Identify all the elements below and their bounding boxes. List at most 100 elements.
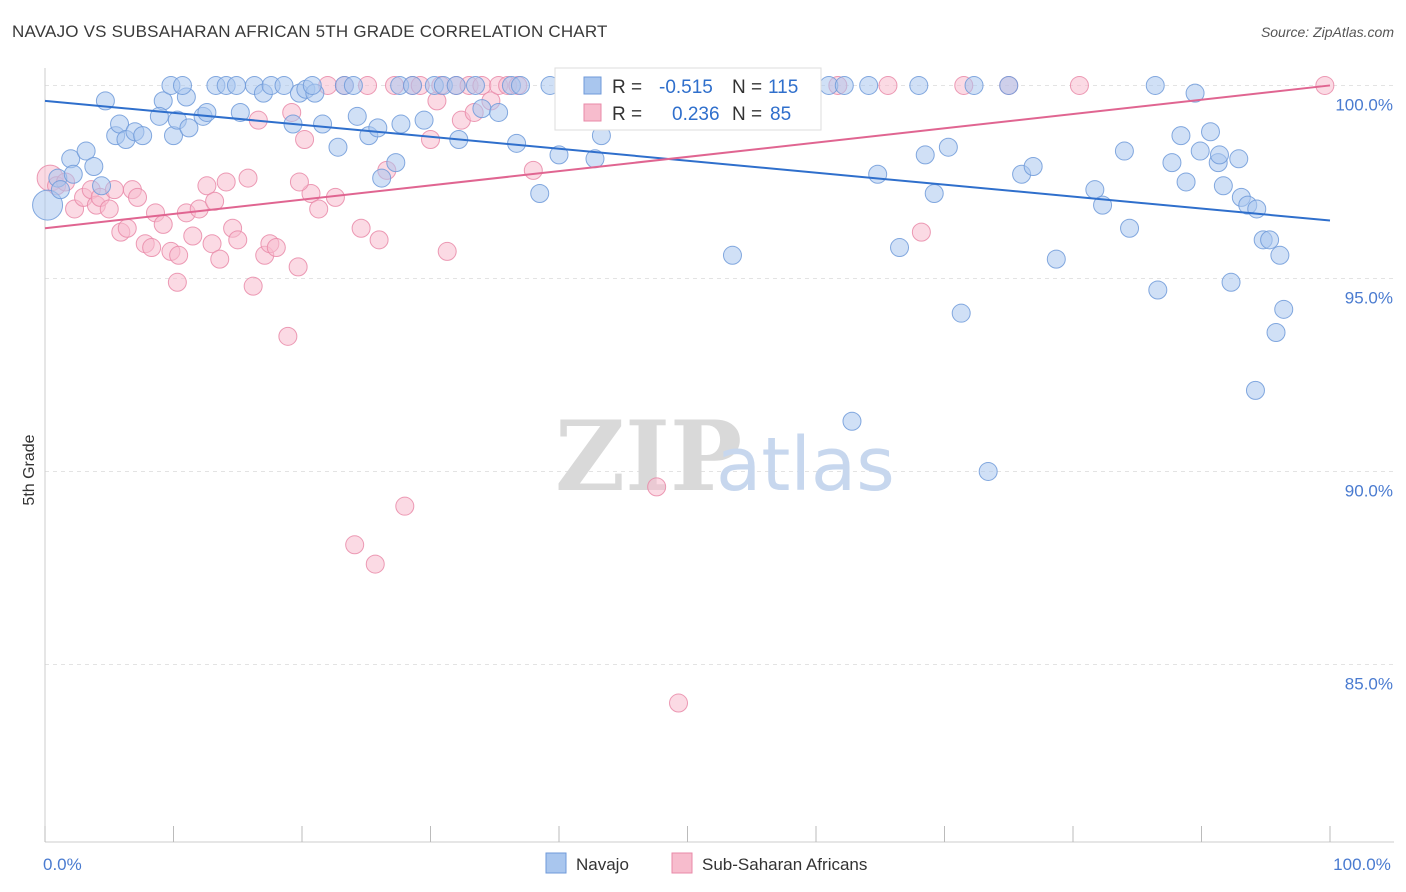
- x-tick-label-1: 100.0%: [1333, 855, 1391, 874]
- legend-navajo-swatch: [545, 852, 567, 874]
- point-navajo-90: [999, 75, 1019, 95]
- point-navajo-87: [951, 303, 971, 323]
- point-navajo-23: [197, 102, 217, 122]
- point-navajo-88: [964, 75, 984, 95]
- point-navajo-78: [834, 75, 854, 95]
- point-navajo-79: [859, 75, 879, 95]
- y-tick-label-0: 100.0%: [1335, 95, 1393, 114]
- point-ssa-38: [288, 257, 308, 277]
- x-tick-label-0: 0.0%: [43, 855, 82, 874]
- point-ssa-36: [278, 326, 298, 346]
- point-navajo-109: [1229, 149, 1249, 169]
- point-navajo-92: [1023, 157, 1043, 176]
- point-navajo-82: [890, 238, 910, 258]
- point-navajo-41: [347, 106, 367, 126]
- point-navajo-45: [386, 153, 406, 173]
- point-navajo-36: [302, 75, 322, 95]
- point-navajo-43: [368, 118, 388, 138]
- point-ssa-15: [142, 238, 162, 258]
- point-navajo-99: [1148, 280, 1168, 300]
- point-navajo-114: [1245, 380, 1265, 400]
- watermark-atlas: atlas: [716, 422, 895, 508]
- point-navajo-102: [1176, 172, 1196, 192]
- stats-navajo-n-value: 115: [768, 77, 798, 98]
- point-ssa-45: [345, 535, 365, 555]
- point-navajo-20: [179, 118, 199, 138]
- y-axis-label: 5th Grade: [21, 434, 38, 505]
- point-ssa-23: [189, 199, 209, 219]
- point-navajo-97: [1120, 218, 1140, 238]
- point-navajo-86: [938, 137, 958, 157]
- point-navajo-13: [133, 126, 153, 146]
- y-tick-label-2: 90.0%: [1345, 481, 1393, 500]
- point-ssa-67: [523, 160, 543, 180]
- point-ssa-55: [421, 129, 440, 149]
- point-navajo-2: [50, 180, 70, 200]
- stats-navajo-r-label: R =: [612, 77, 642, 98]
- point-navajo-44: [372, 168, 392, 188]
- point-ssa-20: [169, 245, 189, 265]
- point-ssa-52: [395, 496, 415, 516]
- point-ssa-19: [167, 272, 187, 292]
- point-ssa-22: [183, 226, 203, 246]
- point-navajo-31: [274, 75, 294, 95]
- point-navajo-0: [32, 189, 64, 221]
- point-navajo-38: [328, 137, 348, 157]
- point-ssa-25: [202, 234, 222, 254]
- point-navajo-37: [313, 114, 333, 134]
- point-ssa-35: [266, 238, 286, 258]
- point-ssa-11: [117, 218, 137, 238]
- chart-title: NAVAJO VS SUBSAHARAN AFRICAN 5TH GRADE C…: [12, 22, 608, 41]
- point-navajo-103: [1185, 83, 1205, 103]
- stats-ssa-r-value: 0.236: [672, 104, 720, 125]
- trend-line-ssa: [44, 84, 1331, 230]
- point-ssa-17: [153, 214, 173, 234]
- point-navajo-52: [446, 75, 466, 95]
- point-ssa-71: [669, 693, 689, 713]
- point-ssa-46: [351, 218, 371, 238]
- stats-ssa-r-label: R =: [612, 104, 642, 125]
- point-ssa-76: [878, 75, 898, 95]
- trend-lines: [44, 84, 1331, 230]
- point-navajo-55: [472, 99, 492, 119]
- point-navajo-62: [549, 145, 569, 165]
- point-navajo-85: [924, 184, 944, 204]
- point-navajo-117: [1266, 322, 1286, 342]
- legend: Navajo Sub-Saharan Africans: [545, 852, 867, 874]
- point-navajo-47: [403, 75, 423, 95]
- point-navajo-110: [1221, 272, 1241, 292]
- point-ssa-26: [210, 249, 230, 269]
- point-navajo-60: [530, 184, 550, 204]
- point-navajo-49: [414, 110, 434, 130]
- point-navajo-83: [909, 75, 929, 95]
- point-navajo-116: [1260, 230, 1280, 250]
- point-navajo-48: [391, 114, 411, 134]
- stats-ssa-n-label: N =: [732, 104, 762, 125]
- point-ssa-8: [99, 199, 119, 219]
- legend-ssa-swatch: [671, 852, 693, 874]
- point-navajo-84: [915, 145, 935, 165]
- y-tick-label-1: 95.0%: [1345, 288, 1393, 307]
- point-navajo-118: [1270, 245, 1290, 265]
- point-ssa-29: [228, 230, 248, 250]
- point-navajo-119: [1274, 299, 1294, 319]
- point-ssa-30: [238, 168, 258, 188]
- legend-navajo-label: Navajo: [576, 855, 629, 874]
- point-ssa-48: [365, 554, 385, 574]
- point-navajo-54: [465, 75, 485, 95]
- point-navajo-81: [868, 164, 888, 184]
- point-navajo-7: [92, 176, 112, 196]
- point-ssa-41: [309, 199, 329, 219]
- point-ssa-39: [295, 129, 315, 149]
- point-ssa-80: [1069, 75, 1089, 95]
- point-navajo-93: [1046, 249, 1066, 269]
- point-ssa-24: [197, 176, 217, 196]
- point-navajo-56: [489, 102, 509, 122]
- trend-line-navajo: [44, 99, 1331, 222]
- point-navajo-6: [84, 157, 104, 176]
- point-navajo-96: [1114, 141, 1134, 161]
- point-navajo-98: [1145, 75, 1165, 95]
- point-navajo-80: [842, 411, 862, 431]
- stats-navajo-swatch: [583, 76, 602, 95]
